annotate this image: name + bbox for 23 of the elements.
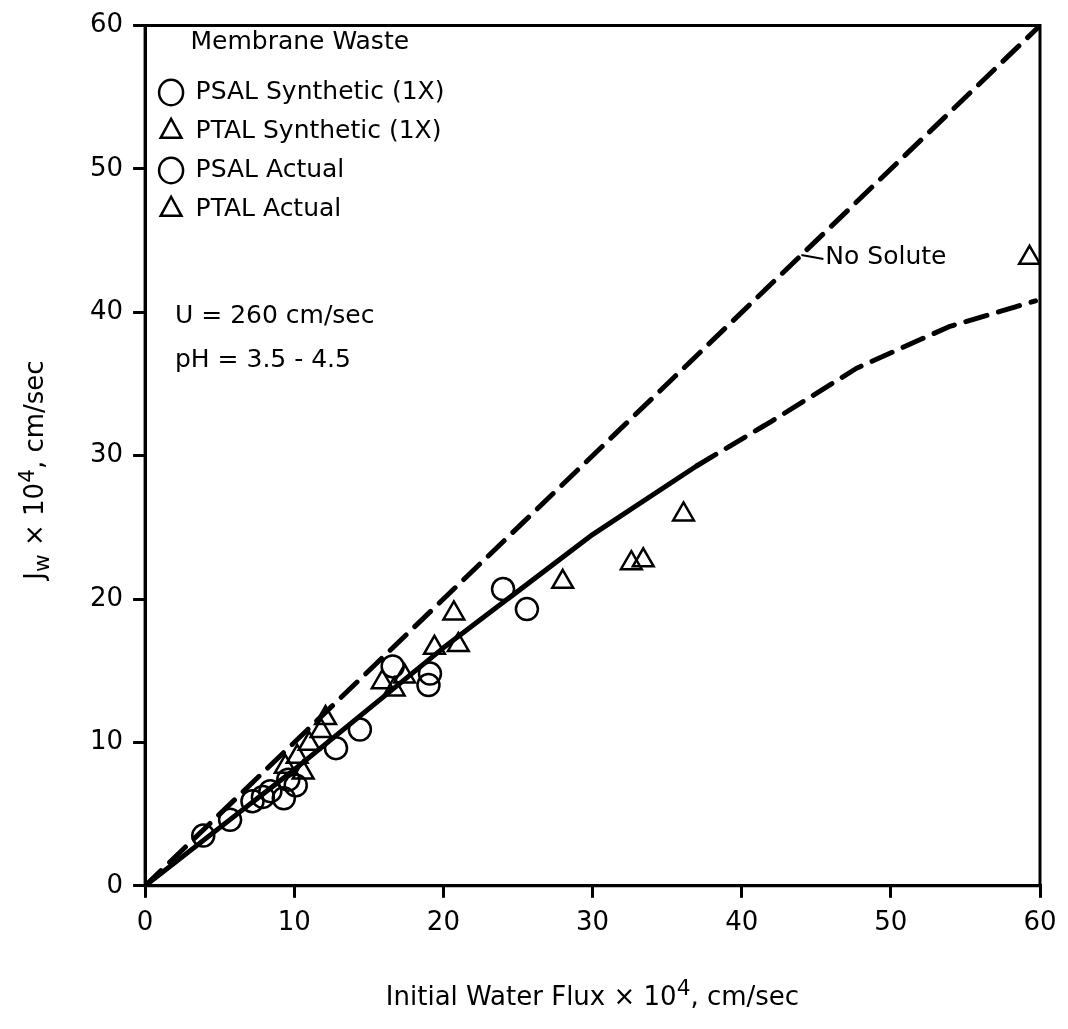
legend-label: PTAL Actual [195,193,342,222]
y-tick-label: 0 [106,868,124,899]
annotation: pH = 3.5 - 4.5 [175,344,351,373]
y-tick-label: 30 [89,438,124,469]
y-tick-label: 20 [89,581,124,612]
y-tick-label: 60 [89,8,124,39]
x-tick-label: 60 [1023,906,1057,937]
legend-label: PTAL Synthetic (1X) [195,115,442,144]
y-tick-label: 40 [89,295,124,326]
legend-title: Membrane Waste [190,26,410,55]
annotation: U = 260 cm/sec [175,300,375,329]
y-tick-label: 50 [89,151,124,182]
y-tick-label: 10 [89,725,124,756]
x-tick-label: 40 [725,906,759,937]
x-tick-label: 0 [136,906,154,937]
annotation: No Solute [825,240,947,270]
legend-label: PSAL Synthetic (1X) [195,76,445,105]
x-axis-title: Initial Water Flux × 10$^{4}$, cm/sec [384,975,801,1011]
x-tick-label: 30 [576,906,610,937]
x-tick-label: 50 [874,906,908,937]
x-tick-label: 10 [277,906,311,937]
x-tick-label: 20 [426,906,460,937]
legend-label: PSAL Actual [195,154,345,183]
